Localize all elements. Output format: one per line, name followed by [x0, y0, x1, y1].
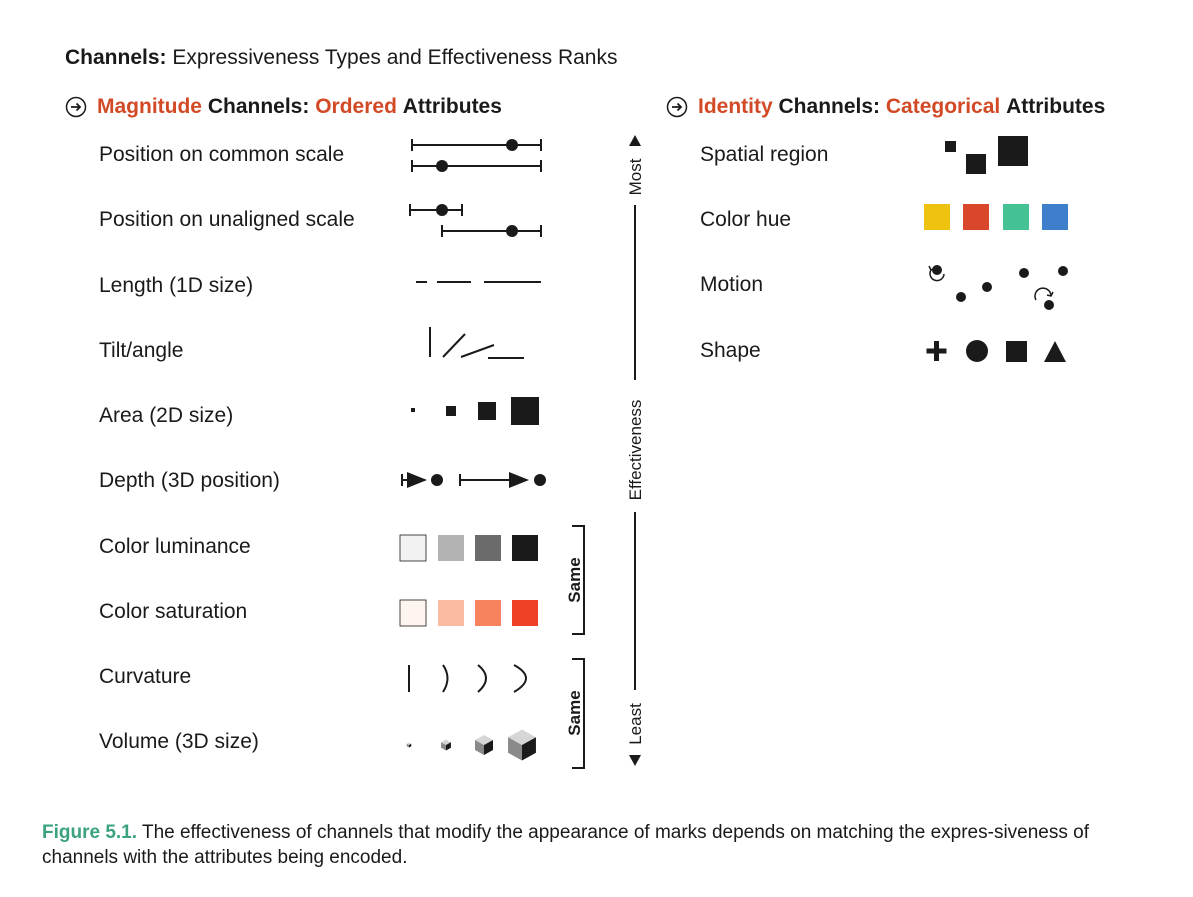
row-position-unaligned: Position on unaligned scale: [99, 208, 355, 231]
same-bracket-bottom: [572, 658, 585, 769]
figure-title: Channels: Expressiveness Types and Effec…: [65, 46, 617, 70]
row-volume: Volume (3D size): [99, 730, 259, 753]
identity-heading: Identity Channels: Categorical Attribute…: [666, 95, 1105, 119]
title-bold: Channels:: [65, 46, 167, 69]
row-depth: Depth (3D position): [99, 469, 280, 492]
row-motion: Motion: [700, 273, 764, 296]
magnitude-attributes-word: Attributes: [402, 95, 502, 118]
tilt-glyph: [429, 327, 524, 359]
row-curvature: Curvature: [99, 665, 192, 688]
title-rest: Expressiveness Types and Effectiveness R…: [172, 46, 618, 69]
row-color-luminance: Color luminance: [99, 535, 251, 558]
row-spatial-region: Spatial region: [700, 143, 829, 166]
axis-most: Most: [626, 158, 645, 195]
spatial-region-glyph: [945, 136, 1028, 174]
volume-glyph: [406, 729, 536, 761]
caption-text: The effectiveness of channels that modif…: [42, 822, 1089, 868]
ordered-word: Ordered: [315, 95, 397, 118]
position-unaligned-glyph: [409, 204, 542, 237]
axis-least: Least: [626, 703, 645, 745]
identity-channels-word: Channels:: [778, 95, 881, 118]
arrow-circle-right-icon: [65, 96, 87, 118]
row-color-saturation: Color saturation: [99, 600, 248, 623]
caption-label: Figure 5.1.: [42, 822, 138, 843]
shape-glyph: [926, 340, 1066, 362]
same-label-bottom: Same: [565, 690, 584, 735]
identity-word: Identity: [698, 95, 773, 118]
magnitude-heading: Magnitude Channels: Ordered Attributes: [65, 95, 502, 119]
same-label-top: Same: [565, 557, 584, 602]
position-common-glyph: [411, 139, 542, 172]
effectiveness-axis: [629, 135, 641, 766]
figure-caption: Figure 5.1. The effectiveness of channel…: [42, 820, 1152, 870]
same-bracket-top: [572, 525, 585, 635]
color-saturation-glyph: [399, 599, 538, 627]
color-luminance-glyph: [399, 534, 538, 562]
magnitude-channels-word: Channels:: [207, 95, 310, 118]
magnitude-word: Magnitude: [97, 95, 202, 118]
row-color-hue: Color hue: [700, 208, 792, 231]
categorical-word: Categorical: [885, 95, 1001, 118]
axis-effectiveness: Effectiveness: [626, 400, 645, 501]
identity-attributes-word: Attributes: [1006, 95, 1106, 118]
row-tilt: Tilt/angle: [99, 339, 184, 362]
area-glyph: [411, 397, 539, 425]
color-hue-glyph: [924, 204, 1068, 230]
row-area: Area (2D size): [99, 404, 234, 427]
depth-glyph: [401, 472, 546, 488]
motion-glyph: [928, 265, 1068, 310]
curvature-glyph: [408, 664, 527, 693]
row-position-common: Position on common scale: [99, 143, 345, 166]
row-shape: Shape: [700, 339, 761, 362]
arrow-circle-right-icon: [666, 96, 688, 118]
row-length: Length (1D size): [99, 274, 254, 297]
